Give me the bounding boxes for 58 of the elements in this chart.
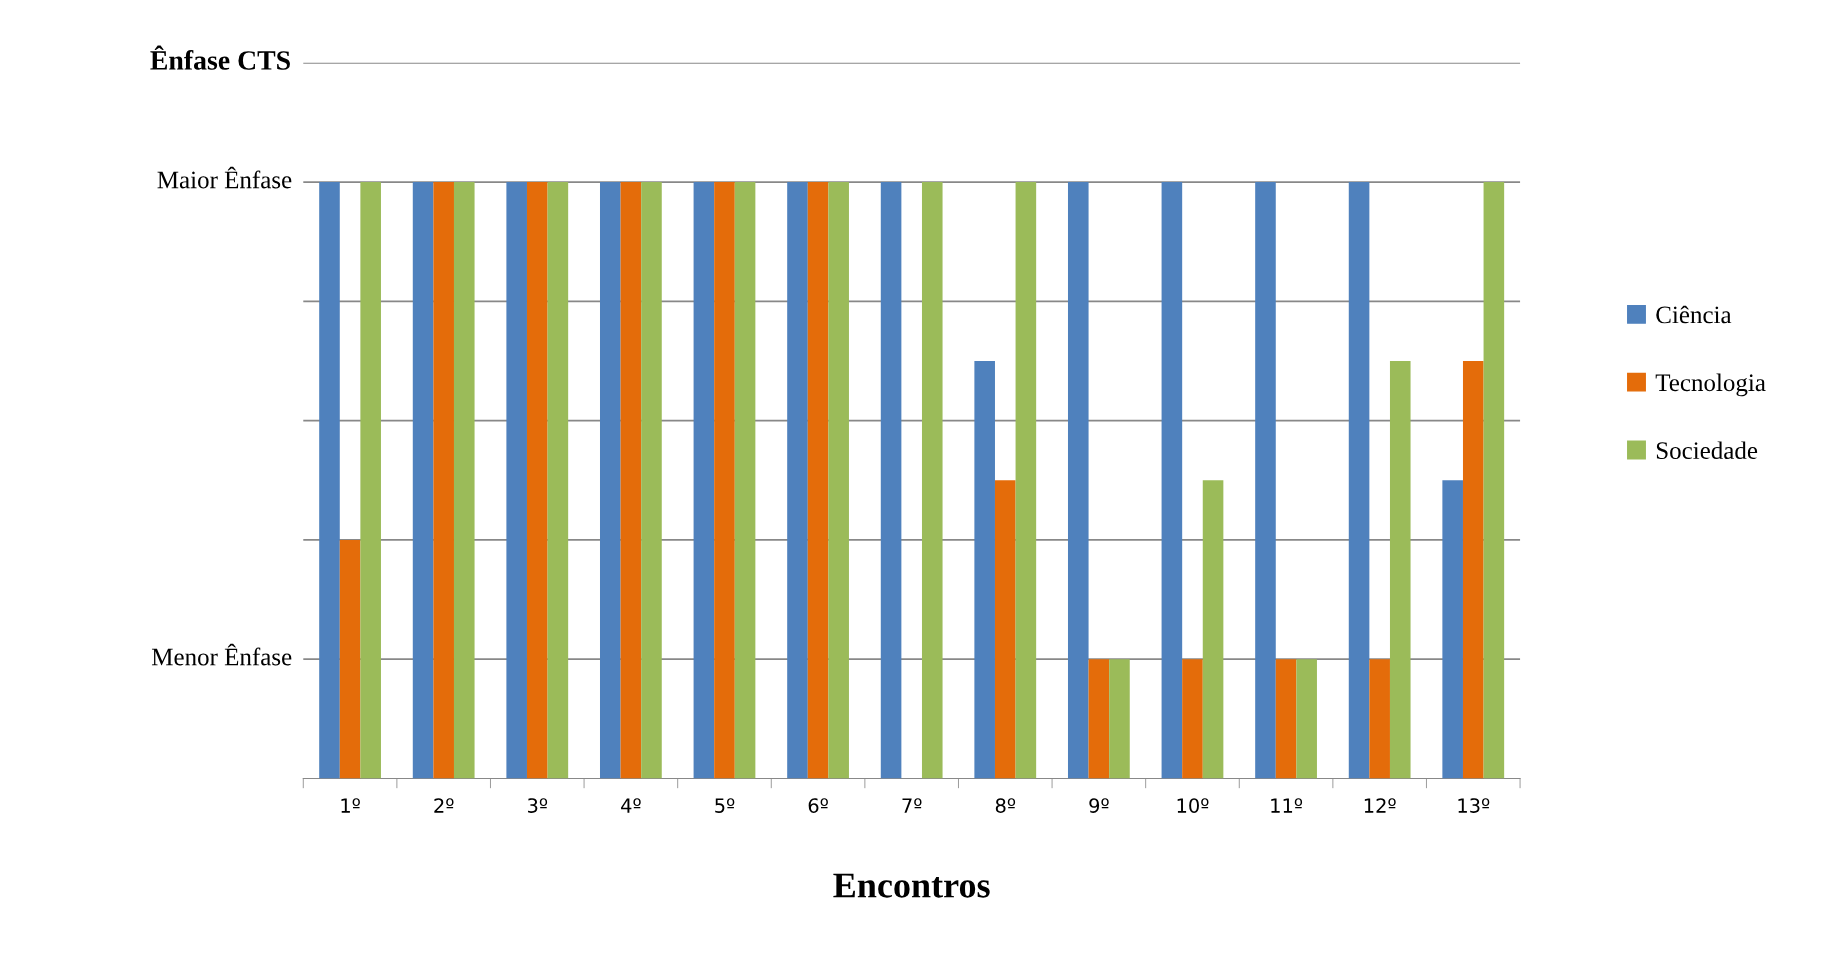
bar: [1202, 480, 1224, 779]
bar: [339, 539, 361, 779]
bar: [807, 182, 829, 779]
bar: [1109, 659, 1130, 779]
x-tick-label: 12º: [1364, 798, 1396, 813]
legend-label: Sociedade: [1656, 441, 1758, 460]
bar: [1483, 182, 1505, 779]
bar: [1389, 361, 1411, 779]
bar: [693, 182, 715, 779]
x-tick-label: 8º: [995, 798, 1016, 813]
bar: [1369, 659, 1390, 779]
x-axis-title: Encontros: [833, 873, 990, 898]
bar: [714, 182, 735, 779]
bar: [1442, 480, 1463, 779]
bar: [1067, 182, 1089, 779]
y-axis-title: Ênfase CTS: [150, 45, 290, 70]
bar: [1296, 659, 1317, 779]
bar: [360, 182, 381, 779]
bar: [1255, 182, 1276, 779]
x-tick-label: 6º: [808, 798, 828, 813]
x-tick-label: 9º: [1089, 798, 1109, 813]
bar: [547, 182, 569, 779]
x-tick-label: 5º: [715, 798, 735, 813]
x-tick-label: 13º: [1458, 798, 1490, 813]
legend-label: Ciência: [1656, 305, 1732, 324]
bar: [1015, 182, 1037, 779]
bar: [599, 182, 621, 779]
bar: [734, 182, 756, 779]
bar: [787, 182, 808, 779]
bar: [1182, 659, 1203, 779]
bar: [1088, 659, 1110, 779]
x-tick-label: 4º: [621, 798, 641, 813]
ref-line-label: Menor Ênfase: [151, 643, 292, 666]
bar: [880, 182, 902, 779]
bar: [994, 480, 1016, 779]
x-tick-label: 10º: [1177, 798, 1209, 813]
bar: [974, 361, 995, 779]
x-tick-label: 1º: [341, 798, 360, 813]
bar: [1275, 659, 1297, 779]
bar: [828, 182, 849, 779]
bar: [1462, 361, 1484, 779]
x-tick-label: 3º: [527, 798, 548, 813]
bar: [641, 182, 662, 779]
bar: [412, 182, 434, 779]
bar: [1348, 182, 1370, 779]
bar: [1161, 182, 1183, 779]
bar: [921, 182, 943, 779]
ref-line-label: Maior Ênfase: [157, 166, 292, 189]
bar: [453, 182, 475, 779]
bar: [620, 182, 642, 779]
bar: [433, 182, 454, 779]
x-tick-label: 11º: [1271, 798, 1303, 813]
legend-label: Tecnologia: [1655, 373, 1766, 397]
bar: [506, 182, 527, 779]
bar: [526, 182, 548, 779]
x-tick-label: 7º: [902, 798, 922, 813]
bar: [319, 182, 340, 779]
x-tick-label: 2º: [434, 798, 454, 813]
